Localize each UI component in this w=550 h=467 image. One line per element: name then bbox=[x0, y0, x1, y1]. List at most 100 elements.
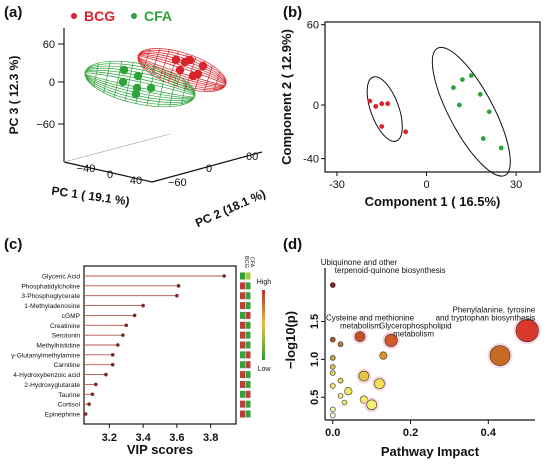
x-tick-label: −40 bbox=[77, 163, 96, 175]
cfa-point bbox=[456, 102, 462, 108]
x-tick-label: 30 bbox=[510, 179, 522, 191]
lollipop-point bbox=[176, 284, 181, 288]
pathway-annotation: metabolism bbox=[340, 322, 381, 331]
z-tick-label: 60 bbox=[43, 39, 55, 51]
category-label: Serotonin bbox=[52, 333, 81, 340]
y-tick-label: 1.5 bbox=[309, 314, 321, 329]
cfa-point bbox=[451, 85, 456, 91]
heatmap-cell-cfa bbox=[245, 410, 251, 418]
y-axis-label: −log10(p) bbox=[283, 311, 298, 369]
z-tick-label: 0 bbox=[49, 77, 55, 89]
x-tick-label: 3.8 bbox=[203, 432, 218, 444]
pathway-chart: 0.0 0.2 0.4 0.5 1.0 1.5 Pathway Impact −log10(p… bbox=[283, 258, 541, 459]
lollipop-point bbox=[87, 402, 91, 406]
pathway-point bbox=[329, 383, 336, 389]
mesh-line bbox=[143, 48, 151, 69]
pathway-annotation: Glycerophospholipid bbox=[379, 321, 452, 330]
bcg-point bbox=[379, 124, 385, 129]
category-label: Taurine bbox=[58, 392, 80, 399]
bcg-point bbox=[379, 101, 385, 107]
lollipop-point bbox=[110, 353, 115, 357]
x-tick-label: 0.4 bbox=[481, 427, 497, 439]
category-label: 1-Methyladenosine bbox=[24, 303, 80, 310]
heatmap-cell-bcg bbox=[240, 292, 245, 300]
panel-d-label: (d) bbox=[283, 236, 303, 253]
panel-a: (a) BCG CFA 60 0 −60 −40 0 40 −60 0 60 PC 3 ( 12.3 … bbox=[0, 0, 275, 230]
heatmap-cell-cfa bbox=[245, 311, 251, 319]
y-tick-label: −60 bbox=[168, 177, 187, 189]
pathway-point bbox=[344, 387, 353, 396]
legend-label-bcg: BCG bbox=[84, 8, 115, 24]
heatmap-cell-cfa bbox=[245, 351, 251, 359]
vip-chart: 3.2 3.4 3.6 3.8 VIP scores Glyceric Acid Phosp… bbox=[11, 256, 272, 457]
z-tick-label: −60 bbox=[36, 119, 55, 131]
heatmap-cell-bcg bbox=[240, 351, 245, 359]
x-axis-label: Pathway Impact bbox=[381, 444, 480, 459]
pathway-point bbox=[379, 351, 388, 360]
heatmap-col-bcg: BCG bbox=[243, 256, 249, 268]
mesh-line bbox=[93, 62, 100, 87]
pathway-point bbox=[366, 399, 377, 411]
mesh-line bbox=[159, 49, 170, 80]
heatmap-cell-cfa bbox=[245, 331, 251, 339]
panel-c-label: (c) bbox=[4, 236, 23, 253]
heatmap-cell-bcg bbox=[240, 311, 245, 319]
mesh-line bbox=[151, 48, 161, 75]
legend-marker-cfa bbox=[131, 13, 137, 19]
x-tick-label: 40 bbox=[130, 175, 142, 187]
pathway-annotation: Ubiquinone and other bbox=[321, 258, 398, 267]
heatmap-cell-cfa bbox=[245, 292, 251, 300]
y-tick-label: 0 bbox=[206, 163, 212, 175]
bcg-point bbox=[175, 65, 185, 75]
heatmap-cell-bcg bbox=[240, 331, 245, 339]
pathway-point bbox=[489, 345, 511, 366]
x-axis-label: VIP scores bbox=[127, 442, 193, 457]
x-axis bbox=[63, 161, 153, 183]
heatmap-cell-bcg bbox=[240, 282, 245, 290]
heatmap-cell-bcg bbox=[240, 272, 245, 280]
lollipop-point bbox=[104, 372, 108, 377]
heatmap-cell-cfa bbox=[245, 371, 251, 379]
heatmap-cell-bcg bbox=[240, 380, 245, 388]
colorbar-high-label: High bbox=[257, 279, 272, 286]
x-tick-label: 0 bbox=[423, 179, 429, 191]
bcg-point bbox=[373, 103, 379, 109]
y-axis-label: Component 2 ( 12.9%) bbox=[279, 29, 294, 165]
pathway-point bbox=[329, 406, 336, 413]
x-tick-label: 3.6 bbox=[169, 432, 184, 444]
x-axis-label: Component 1 ( 16.5%) bbox=[365, 194, 501, 209]
pathway-point bbox=[329, 355, 336, 361]
mesh-line bbox=[103, 61, 111, 93]
cfa-point bbox=[486, 109, 492, 115]
bcg-point bbox=[188, 71, 198, 81]
pathway-point bbox=[374, 378, 385, 389]
heatmap-cell-cfa bbox=[245, 302, 251, 310]
cfa-confidence-ellipse bbox=[431, 46, 511, 177]
mesh-line bbox=[169, 75, 177, 107]
y-axis-label: PC 2 (18.1 %) bbox=[193, 187, 268, 230]
cfa-point bbox=[498, 145, 504, 151]
heatmap-cell-bcg bbox=[240, 400, 245, 408]
y-tick-label: 1.0 bbox=[309, 352, 321, 367]
pathway-point bbox=[329, 364, 336, 370]
pathway-annotation: and tryptophan biosynthesis bbox=[436, 314, 536, 323]
category-label: Epinephrine bbox=[45, 412, 81, 419]
mesh-line bbox=[180, 81, 187, 106]
pca-3d-chart: BCG CFA 60 0 −60 −40 0 40 −60 0 60 PC 3 ( 12.3 %) PC… bbox=[7, 8, 268, 230]
lollipop-point bbox=[115, 343, 120, 347]
x-tick-label: -30 bbox=[329, 179, 345, 191]
heatmap-cell-cfa bbox=[245, 321, 251, 329]
cfa-point bbox=[480, 136, 486, 141]
mesh-line bbox=[124, 62, 134, 101]
category-label: cGMP bbox=[62, 313, 81, 320]
panel-b-label: (b) bbox=[283, 4, 303, 21]
x-tick-label: 0.2 bbox=[403, 427, 418, 439]
bcg-point bbox=[403, 129, 409, 135]
y-tick-label: 60 bbox=[246, 151, 258, 163]
colorbar bbox=[262, 290, 265, 360]
pathway-point bbox=[384, 333, 398, 347]
pathway-annotation: terpenoid-quinone biosynthesis bbox=[335, 266, 446, 275]
cfa-point bbox=[131, 89, 141, 99]
x-tick-label: 3.4 bbox=[135, 432, 151, 444]
y-tick-label: -40 bbox=[303, 154, 319, 166]
